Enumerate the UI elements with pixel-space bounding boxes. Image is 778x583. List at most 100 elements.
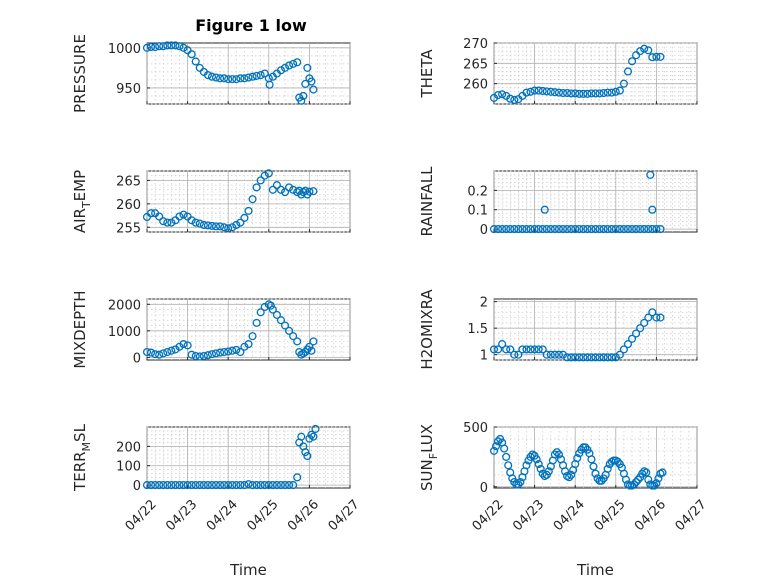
data-point [522,345,531,354]
plot-area [146,170,351,233]
data-point [644,313,653,322]
data-point [587,89,596,98]
data-point [591,353,600,362]
data-point [171,481,180,490]
data-point [167,346,176,355]
data-point [195,219,204,228]
data-point [526,225,535,234]
data-point [207,72,217,81]
data-point [615,86,624,95]
data-point [305,187,314,196]
data-point [540,205,549,214]
x-tick-label: 04/27 [673,497,710,534]
data-point [599,225,608,234]
data-point [498,225,507,234]
data-point [211,222,221,231]
data-point [167,481,176,490]
data-point [538,345,547,354]
data-point [187,50,196,59]
data-point [587,353,596,362]
y-tick-label: 1.5 [467,322,488,337]
data-point [159,217,168,226]
data-point [272,481,281,490]
data-point [220,481,229,490]
data-point [216,74,225,83]
data-point [163,218,172,227]
data-point [583,353,592,362]
data-point [575,225,584,234]
data-series [142,424,320,490]
data-point [652,52,661,61]
y-tick-label: 100 [116,460,141,475]
data-point [554,225,564,234]
data-point [232,220,241,230]
data-point [297,350,306,359]
data-point [506,345,515,354]
data-point [147,209,156,218]
y-tick-label: 265 [463,57,488,72]
data-point [199,481,208,490]
data-point [195,352,204,361]
data-point [583,89,592,98]
data-point [514,225,523,234]
data-point [607,88,616,97]
data-point [264,300,273,309]
data-point [207,221,217,230]
data-point [142,347,152,357]
data-point [656,225,665,234]
data-point [502,345,511,354]
data-point [642,468,651,477]
data-point [191,481,200,490]
data-point [644,225,653,234]
data-point [603,225,612,234]
x-tick-label: 04/25 [244,497,281,534]
subplot-3: 255 260 265 AIRTEMP [71,169,351,236]
data-point [632,477,641,487]
data-point [632,225,641,234]
data-point [595,353,604,362]
subplot-2: 260 265 270 THETA [418,37,698,105]
data-point [266,301,275,310]
data-point [648,53,657,62]
data-point [299,188,308,197]
y-tick-label: 0 [133,351,141,366]
data-point [607,225,616,234]
data-point [644,475,653,484]
data-point [309,337,318,346]
grid-lines [146,426,351,488]
data-point [498,340,507,349]
y-tick-label: 950 [116,82,141,97]
data-point [567,353,576,362]
x-axis-label: Time [229,561,267,579]
data-series [489,308,665,362]
data-point [224,224,233,233]
data-point [534,86,543,95]
data-point [303,63,312,72]
data-point [309,85,318,94]
data-point [522,461,531,470]
data-point [232,75,241,84]
data-point [256,308,265,317]
subplot-5: 0 1000 2000 MIXDEPTH [71,290,351,369]
data-point [494,437,503,446]
data-point [648,308,657,317]
data-point [207,350,217,359]
data-point [538,225,547,234]
data-point [489,345,499,354]
y-tick-label: 265 [116,174,141,189]
data-point [248,195,257,204]
data-point [638,469,647,478]
data-point [155,212,164,221]
data-point [307,346,316,355]
data-point [550,88,559,97]
data-point [560,467,570,476]
data-series [489,434,667,490]
x-tick-label: 04/24 [204,497,241,534]
data-point [272,310,281,319]
data-point [297,96,306,105]
data-point [530,86,539,95]
data-point [307,77,316,86]
data-point [211,481,221,490]
data-point [309,187,318,196]
